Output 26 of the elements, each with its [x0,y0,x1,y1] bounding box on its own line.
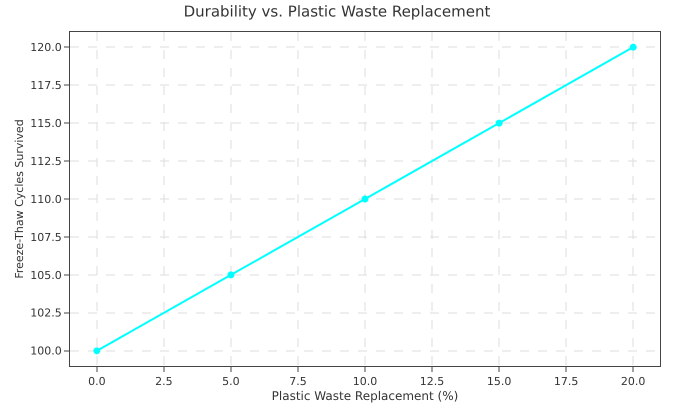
x-axis-title: Plastic Waste Replacement (%) [272,389,458,404]
x-tick-label: 7.5 [289,375,307,388]
x-tick-label: 20.0 [620,375,646,388]
x-tick-label: 0.0 [88,375,106,388]
y-axis-title: Freeze-Thaw Cycles Survived [12,119,26,279]
y-tick-label: 112.5 [30,154,62,168]
point [496,120,503,127]
x-tick-label: 15.0 [486,375,512,388]
point [93,347,100,354]
y-tick-label: 102.5 [30,306,62,320]
x-tick-label: 12.5 [420,375,444,388]
point [227,271,234,278]
y-tick-label: 110.0 [30,192,62,206]
y-tick-label: 117.5 [30,78,62,92]
y-tick-label: 100.0 [30,344,62,358]
x-tick-label: 17.5 [554,375,578,388]
y-tick-label: 120.0 [30,41,62,54]
point [630,44,637,51]
y-tick-label: 115.0 [30,116,62,130]
y-tick-label: 105.0 [30,268,62,282]
y-tick-label: 107.5 [30,230,62,244]
x-tick-label: 2.5 [155,375,173,388]
x-tick-label: 10.0 [352,375,378,388]
chart-title: Durability vs. Plastic Waste Replacement [184,2,491,21]
point [362,196,368,202]
x-tick-label: 5.0 [222,375,240,388]
